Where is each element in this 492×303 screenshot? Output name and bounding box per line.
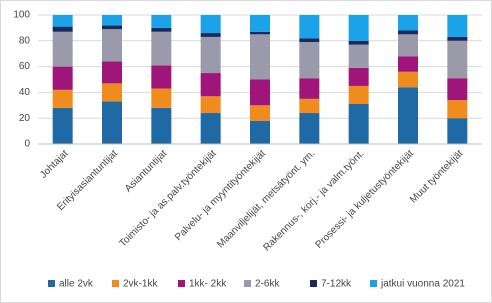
legend-swatch [112,280,119,287]
bar-segment [250,34,270,80]
bar-segment [398,34,418,57]
bar-segment [151,107,172,144]
bar-segment [447,78,468,101]
bar-segment [250,105,270,121]
bar-segment [52,15,73,27]
y-tick-label: 60 [19,61,31,72]
bar-segment [200,36,221,74]
bar-segment [102,15,122,26]
bar-segment [200,33,221,37]
bar-segment [52,107,73,144]
bar-segment [348,40,369,45]
bar-segment [299,98,320,114]
y-tick-label: 80 [19,35,31,46]
bar-segment [102,83,122,102]
bar-segment [299,38,320,43]
legend-swatch [310,280,317,287]
bar-segment [398,87,418,144]
bar-segment [102,61,122,84]
bar-segment [348,104,369,144]
bar-segment [200,15,221,34]
y-tick-label: 0 [24,139,30,150]
legend-label: 2-6kk [255,279,280,290]
bar-segment [200,113,221,144]
legend-swatch [48,280,55,287]
bar-segment [398,71,418,88]
bar-segment [151,88,172,108]
bar-segment [299,42,320,79]
bar-segment [52,66,73,90]
bar-segment [102,29,122,62]
y-tick-label: 20 [19,113,31,124]
bar-segment [151,27,172,32]
bar-segment [348,85,369,105]
bar-segment [52,26,73,32]
legend-swatch [244,280,251,287]
bar-segment [52,89,73,108]
bar-segment [348,15,369,41]
legend-label: 2vk-1kk [123,279,158,290]
bar-segment [250,15,270,32]
legend-label: 1kk- 2kk [189,279,227,290]
bar-segment [102,101,122,144]
legend-swatch [370,280,377,287]
bar-segment [250,31,270,35]
y-tick-label: 40 [19,87,31,98]
bar-segment [52,31,73,67]
bar-segment [151,15,172,28]
bar-segment [151,65,172,89]
bar-segment [447,36,468,41]
bar-segment [447,118,468,144]
bar-segment [348,67,369,86]
bar-segment [151,31,172,66]
bar-segment [250,79,270,106]
bar-segment [348,44,369,68]
bar-segment [447,40,468,79]
legend-label: alle 2vk [59,279,94,290]
legend-swatch [178,280,185,287]
bar-segment [447,15,468,37]
bar-segment [200,96,221,114]
y-tick-label: 100 [13,10,30,21]
bar-segment [200,73,221,97]
bar-segment [398,15,418,31]
bar-segment [250,120,270,144]
bar-segment [447,100,468,119]
bar-segment [299,15,320,39]
legend-label: 7-12kk [321,279,352,290]
bar-segment [398,56,418,72]
bar-segment [299,113,320,144]
bar-segment [102,25,122,30]
bar-segment [398,30,418,35]
bar-segment [299,78,320,99]
legend-label: jatkui vuonna 2021 [380,279,465,290]
